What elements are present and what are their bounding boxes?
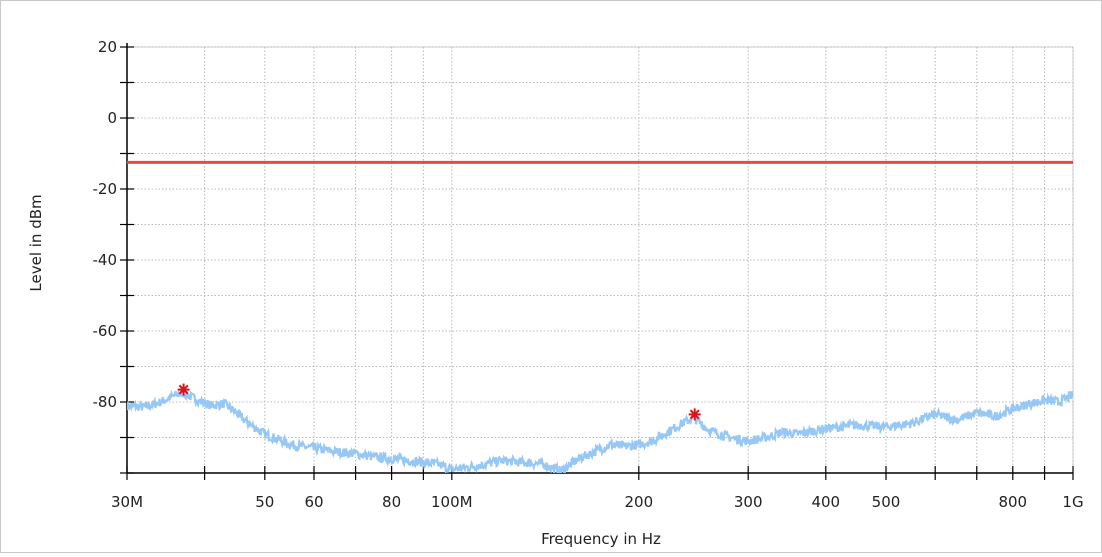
y-tick-labels: 20 0 -20 -40 -60 -80	[93, 38, 118, 411]
x-tick-label: 100M	[431, 493, 473, 511]
x-tick-label: 1G	[1062, 493, 1083, 511]
x-tick-label: 60	[304, 493, 323, 511]
y-tick-label: -80	[93, 393, 118, 411]
y-tick-label: -60	[93, 322, 118, 340]
grid	[126, 46, 1074, 474]
x-tick-label: 30M	[111, 493, 143, 511]
y-tick-label: -20	[93, 180, 118, 198]
x-axis-label: Frequency in Hz	[541, 530, 661, 548]
y-tick-label: -40	[93, 251, 118, 269]
axes	[120, 43, 1074, 480]
x-tick-label: 300	[734, 493, 763, 511]
x-tick-label: 200	[624, 493, 653, 511]
x-tick-label: 400	[811, 493, 840, 511]
y-tick-label: 0	[107, 109, 117, 127]
x-tick-labels: 30M 50 60 80 100M 200 300 400 500 800 1G	[111, 493, 1084, 511]
x-tick-label: 800	[998, 493, 1027, 511]
y-tick-label: 20	[98, 38, 117, 56]
plot-area	[127, 160, 1073, 473]
x-tick-label: 500	[872, 493, 901, 511]
measurement-trace	[127, 386, 1073, 473]
x-tick-label: 80	[382, 493, 401, 511]
x-tick-label: 50	[255, 493, 274, 511]
peak-marker	[177, 383, 190, 396]
peak-marker	[688, 408, 701, 421]
y-axis-label: Level in dBm	[27, 194, 45, 291]
